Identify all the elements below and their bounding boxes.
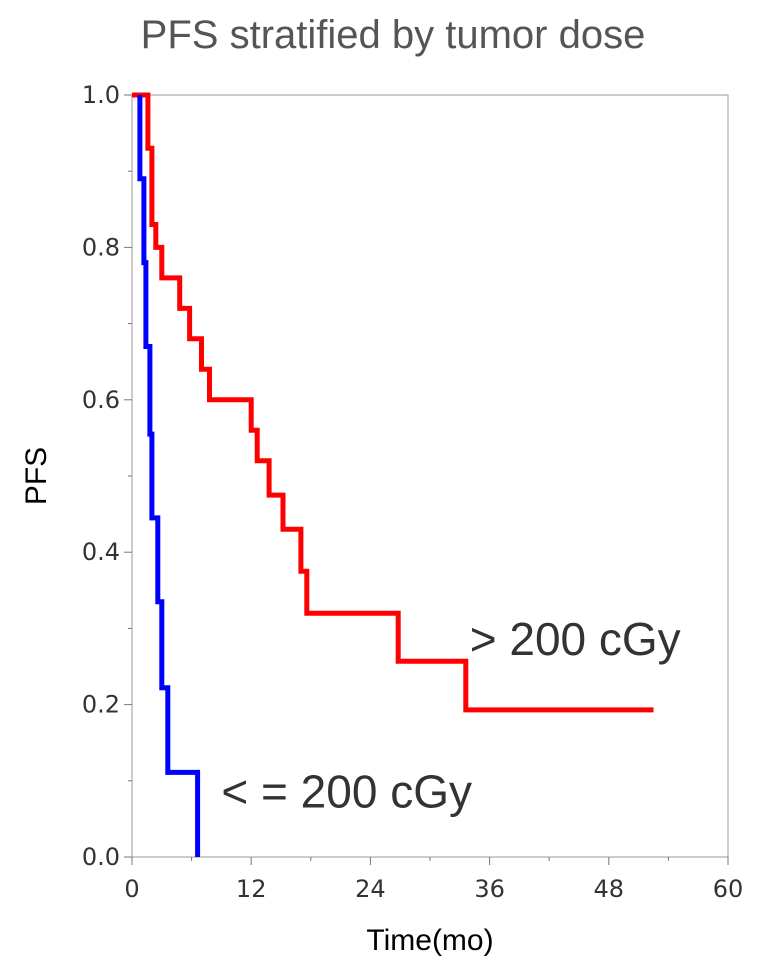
x-axis: 0 12 24 36 48 60 (124, 857, 743, 903)
x-tick-label: 60 (713, 875, 744, 903)
x-tick-label: 12 (236, 875, 267, 903)
series-line-1 (132, 92, 654, 713)
chart-title: PFS stratified by tumor dose (141, 13, 646, 57)
annotation-1: > 200 cGy (470, 613, 681, 665)
y-tick-label: 0.2 (82, 691, 120, 719)
x-tick-label: 36 (474, 875, 505, 903)
y-axis: 0.0 0.2 0.4 0.6 0.8 1.0 (82, 81, 132, 871)
series-line-2 (137, 95, 201, 857)
x-tick-label: 48 (594, 875, 625, 903)
x-axis-label: Time(mo) (366, 924, 493, 957)
annotation-layer: > 200 cGy < = 200 cGy (221, 613, 680, 817)
y-tick-label: 0.6 (82, 386, 120, 414)
y-tick-label: 0.0 (82, 843, 120, 871)
x-tick-label: 24 (355, 875, 386, 903)
plot-area (131, 94, 729, 858)
y-axis-label: PFS (20, 447, 53, 505)
annotation-2: < = 200 cGy (221, 765, 472, 817)
y-tick-label: 1.0 (82, 81, 120, 109)
y-tick-label: 0.8 (82, 233, 120, 261)
x-tick-label: 0 (124, 875, 139, 903)
series-layer (132, 92, 654, 857)
y-tick-label: 0.4 (82, 538, 120, 566)
